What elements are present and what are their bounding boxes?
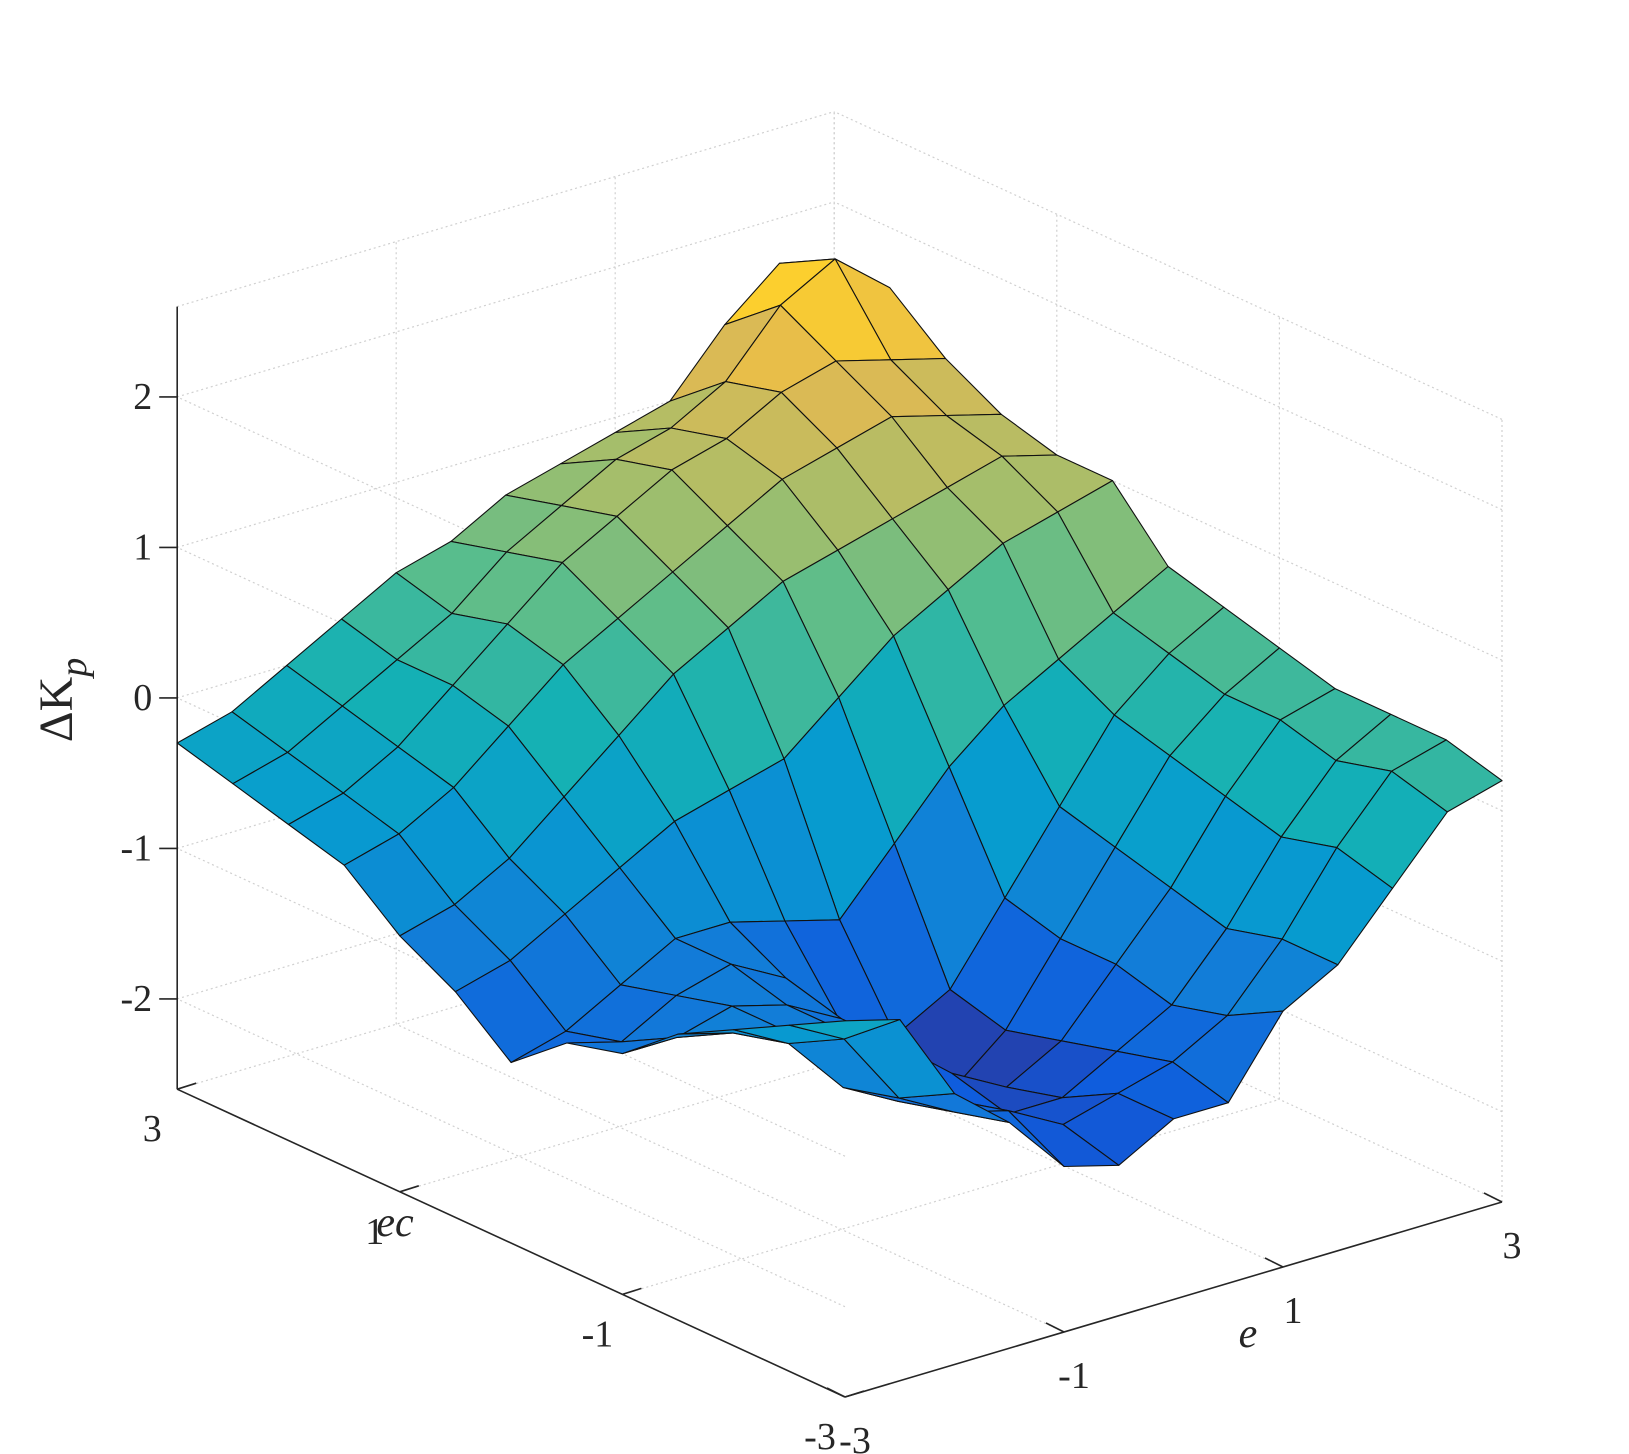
- x-axis-label: e: [1239, 1311, 1258, 1357]
- y-tick-label: 1: [365, 1211, 384, 1253]
- y-tick-mark: [399, 1185, 420, 1193]
- y-tick-mark: [844, 1390, 865, 1398]
- grid-line-backwall-z: [177, 201, 835, 398]
- x-tick-mark: [1264, 1257, 1284, 1268]
- grid-line-floor-y: [622, 1098, 1280, 1295]
- z-tick-label: 2: [133, 376, 152, 418]
- tick-layer: -3 -1 1 3 -3 -1 1 3 -2 -1 0 1 2: [121, 376, 1522, 1454]
- grid-line-backwall-top: [177, 111, 835, 308]
- y-tick-mark: [622, 1287, 642, 1296]
- z-tick-label: 1: [133, 526, 152, 568]
- z-axis-label: ΔKp: [30, 658, 95, 743]
- x-tick-label: 1: [1284, 1290, 1303, 1332]
- z-axis-label-sub: p: [53, 658, 95, 680]
- y-tick-label: -3: [804, 1416, 836, 1454]
- z-tick-label: -1: [121, 827, 153, 869]
- y-tick-label: -1: [582, 1313, 614, 1355]
- z-tick-label: 0: [133, 677, 152, 719]
- x-axis-line: [844, 1201, 1503, 1398]
- z-axis-label-main: ΔK: [30, 676, 83, 742]
- x-tick-mark: [1045, 1322, 1065, 1333]
- y-axis-label: ec: [376, 1200, 414, 1246]
- x-tick-label: -3: [839, 1420, 871, 1454]
- surface-layer: [176, 258, 1503, 1168]
- surface-patch: [788, 1018, 901, 1040]
- z-tick-label: -2: [121, 978, 153, 1020]
- x-tick-mark: [826, 1387, 846, 1398]
- x-tick-mark: [1483, 1192, 1503, 1203]
- x-tick-label: -1: [1058, 1355, 1090, 1397]
- y-axis-line: [176, 1088, 846, 1398]
- y-tick-mark: [176, 1082, 197, 1090]
- y-tick-label: 3: [143, 1108, 162, 1150]
- x-tick-label: 3: [1503, 1225, 1522, 1267]
